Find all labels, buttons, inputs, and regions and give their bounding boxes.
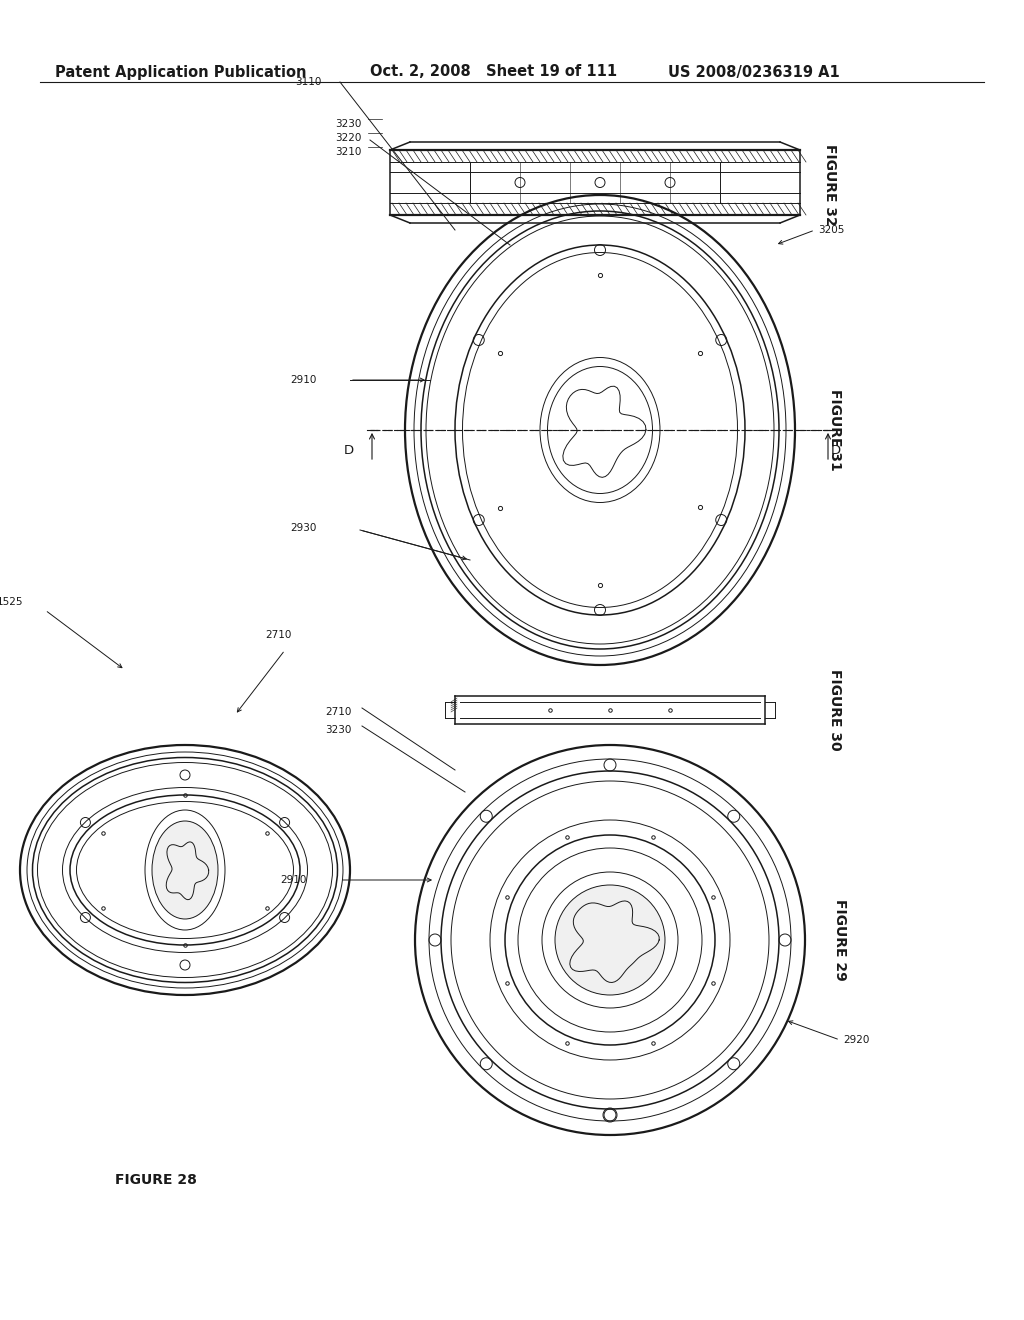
- Text: FIGURE 29: FIGURE 29: [833, 899, 847, 981]
- Text: US 2008/0236319 A1: US 2008/0236319 A1: [668, 65, 840, 79]
- Text: 2710: 2710: [325, 708, 351, 717]
- Text: 3110: 3110: [295, 77, 322, 87]
- Text: D: D: [831, 444, 841, 457]
- Ellipse shape: [152, 821, 218, 919]
- Text: 2930: 2930: [290, 523, 316, 533]
- Text: 2910: 2910: [280, 875, 306, 884]
- Text: 3210: 3210: [335, 147, 361, 157]
- Text: 2710: 2710: [265, 630, 292, 640]
- Text: 3230: 3230: [325, 725, 351, 735]
- Text: 3220: 3220: [335, 133, 361, 143]
- Text: FIGURE 32: FIGURE 32: [823, 144, 837, 226]
- Text: FIGURE 30: FIGURE 30: [828, 669, 842, 751]
- Text: D: D: [344, 444, 354, 457]
- Text: 3230: 3230: [335, 119, 361, 129]
- Text: 1525: 1525: [0, 597, 24, 607]
- Text: FIGURE 31: FIGURE 31: [828, 389, 842, 471]
- Text: 2910: 2910: [290, 375, 316, 385]
- Text: Oct. 2, 2008   Sheet 19 of 111: Oct. 2, 2008 Sheet 19 of 111: [370, 65, 617, 79]
- Text: FIGURE 28: FIGURE 28: [115, 1173, 197, 1187]
- Text: 3205: 3205: [818, 224, 845, 235]
- Text: 2920: 2920: [843, 1035, 869, 1045]
- Text: Patent Application Publication: Patent Application Publication: [55, 65, 306, 79]
- Circle shape: [555, 884, 665, 995]
